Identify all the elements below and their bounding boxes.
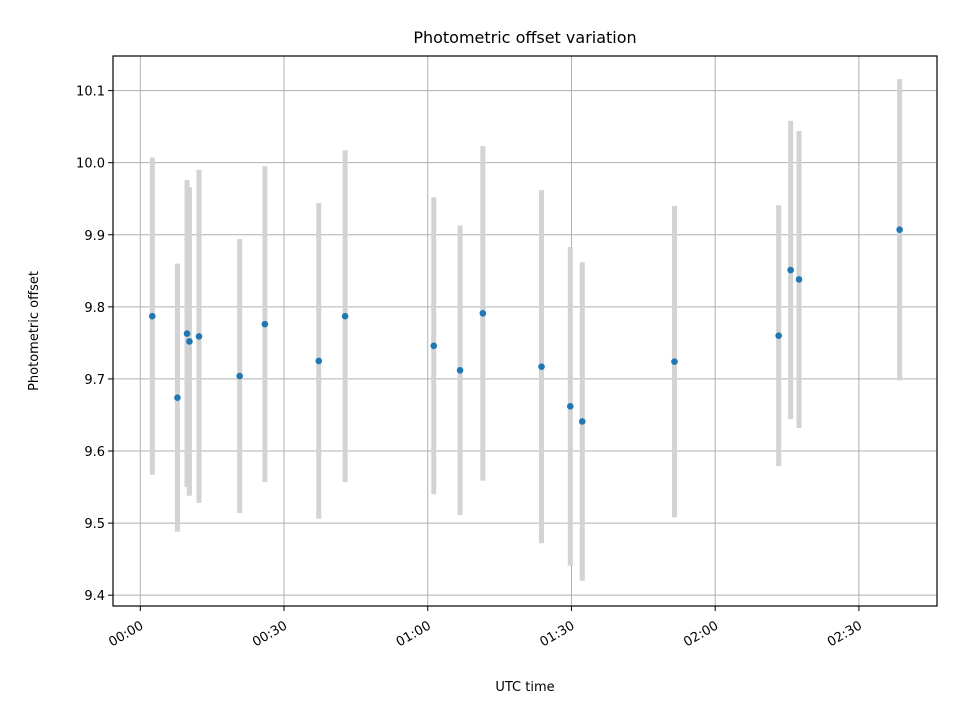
data-point — [538, 363, 545, 370]
y-tick-label: 10.0 — [76, 157, 105, 172]
x-tick-label: 01:00 — [394, 618, 434, 650]
y-tick-label: 9.7 — [84, 373, 105, 388]
data-point — [174, 394, 181, 401]
data-point — [566, 403, 574, 410]
y-tick-label: 9.4 — [84, 589, 105, 604]
x-axis-ticks: 00:00 00:30 01:00 01:30 02:00 02:30 — [106, 606, 865, 650]
x-axis-label: UTC time — [495, 680, 554, 695]
x-tick-label: 00:00 — [106, 618, 146, 650]
data-point — [148, 312, 156, 320]
x-tick-label: 01:30 — [538, 618, 578, 650]
chart-title: Photometric offset variation — [413, 28, 636, 47]
y-axis-ticks: 9.4 9.5 9.6 9.7 9.8 9.9 10.0 10.1 — [76, 85, 113, 604]
data-point — [896, 226, 903, 234]
point-layer — [148, 226, 903, 425]
y-tick-label: 9.8 — [84, 301, 105, 316]
errorbar-layer — [149, 79, 903, 581]
x-tick-label: 00:30 — [250, 618, 290, 650]
y-tick-label: 9.6 — [84, 445, 105, 460]
data-point — [430, 342, 438, 350]
x-tick-label: 02:00 — [681, 618, 721, 650]
data-point — [578, 418, 586, 425]
grid-layer — [113, 56, 937, 606]
data-point — [236, 372, 244, 380]
data-point — [479, 310, 487, 317]
y-axis-label: Photometric offset — [27, 271, 42, 391]
data-point — [787, 266, 794, 274]
y-tick-label: 10.1 — [76, 85, 105, 100]
data-point — [183, 330, 191, 337]
x-tick-label: 02:30 — [825, 618, 865, 650]
y-tick-label: 9.5 — [84, 517, 105, 532]
data-point — [795, 276, 803, 283]
data-point — [261, 320, 269, 328]
data-point — [195, 333, 203, 340]
data-point — [775, 332, 782, 339]
data-point — [456, 366, 464, 374]
plot-frame — [112, 55, 938, 607]
data-point — [341, 312, 349, 320]
y-tick-label: 9.9 — [84, 229, 105, 244]
data-point — [315, 357, 323, 365]
data-point — [186, 338, 193, 345]
data-point — [671, 358, 678, 365]
